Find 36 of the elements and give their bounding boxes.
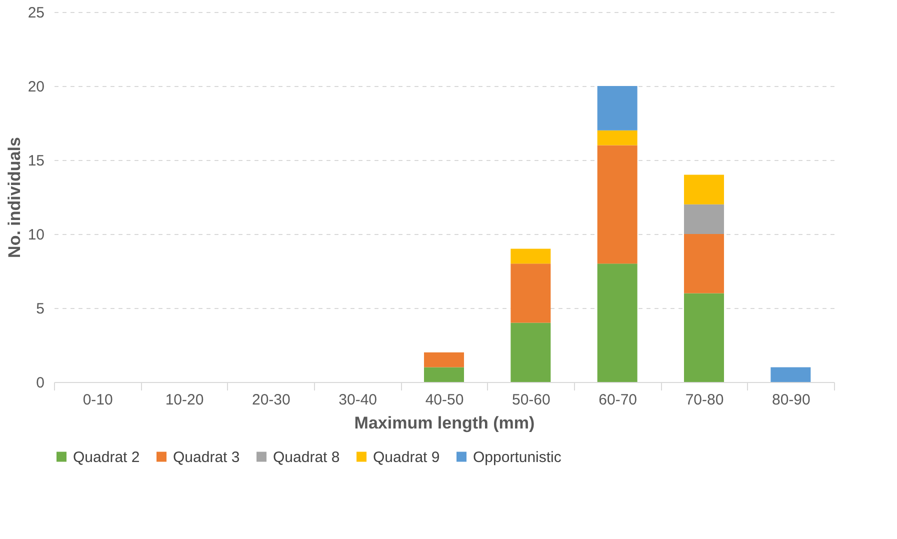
y-tick-label: 10 bbox=[28, 226, 44, 244]
bar bbox=[424, 367, 464, 382]
legend-label: Quadrat 8 bbox=[273, 448, 340, 466]
y-tick-label: 25 bbox=[28, 4, 44, 22]
legend-label: Quadrat 2 bbox=[73, 448, 140, 466]
x-tick-label: 80-90 bbox=[772, 392, 810, 408]
y-tick-label: 5 bbox=[36, 300, 44, 318]
y-tick-label: 0 bbox=[36, 374, 44, 392]
x-tick-label: 60-70 bbox=[598, 392, 638, 408]
legend-label: Quadrat 9 bbox=[373, 448, 440, 466]
legend-label: Quadrat 3 bbox=[173, 448, 240, 466]
x-tick-label: 40-50 bbox=[425, 392, 464, 408]
bar bbox=[510, 248, 551, 264]
bar bbox=[770, 367, 811, 382]
bar bbox=[510, 322, 551, 382]
bar bbox=[597, 130, 638, 146]
bar bbox=[684, 293, 724, 382]
x-tick-label: 30-40 bbox=[338, 392, 378, 408]
bar bbox=[597, 264, 638, 382]
y-tick-label: 15 bbox=[28, 152, 44, 170]
y-axis-title: No. individuals bbox=[4, 137, 24, 258]
x-tick-label: 50-60 bbox=[512, 392, 550, 408]
bar bbox=[597, 86, 638, 130]
legend-label: Opportunistic bbox=[473, 448, 562, 466]
x-tick-label: 10-20 bbox=[165, 392, 204, 408]
y-tick-label: 20 bbox=[28, 78, 44, 96]
bar bbox=[684, 234, 724, 294]
x-tick-label: 70-80 bbox=[685, 392, 724, 408]
bar bbox=[684, 174, 724, 204]
x-axis-title: Maximum length (mm) bbox=[354, 414, 535, 432]
bar bbox=[424, 352, 464, 368]
bar bbox=[510, 264, 551, 323]
bar bbox=[684, 204, 724, 234]
x-tick-label: 20-30 bbox=[252, 392, 290, 408]
x-tick-label: 0-10 bbox=[82, 392, 113, 408]
bar bbox=[597, 145, 638, 264]
